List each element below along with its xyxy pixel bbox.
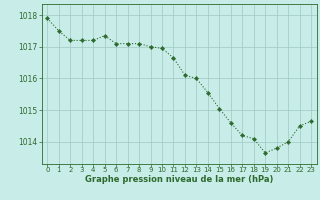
X-axis label: Graphe pression niveau de la mer (hPa): Graphe pression niveau de la mer (hPa) bbox=[85, 175, 273, 184]
